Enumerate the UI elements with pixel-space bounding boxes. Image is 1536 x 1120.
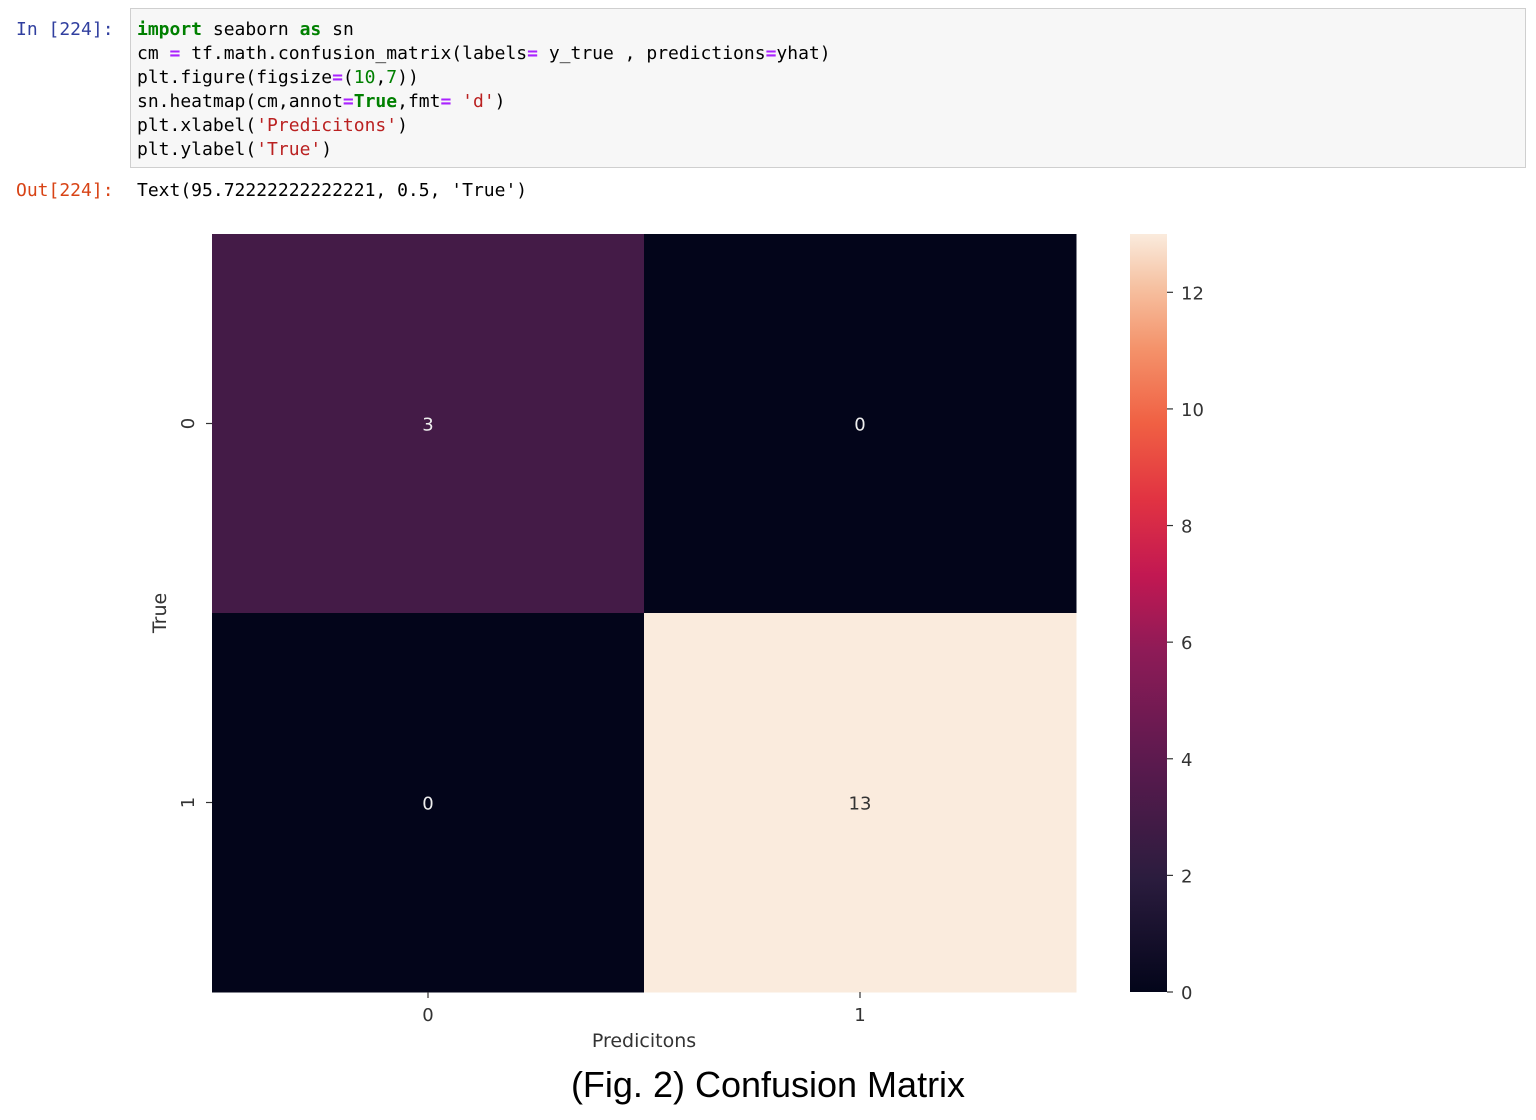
heatmap: 3 0 0 13 0 1 0 1 Predicitons True [149,234,1077,1052]
code-line: plt.ylabel('True') [137,138,831,162]
code-token: 7 [386,67,398,88]
heatmap-cell [212,613,645,993]
code-token: ) [494,91,506,112]
code-token: tf.math.confusion_matrix(labels [180,43,528,64]
colorbar-tick-label: 4 [1181,750,1192,771]
code-line: sn.heatmap(cm,annot=True,fmt= 'd') [137,90,831,114]
colorbar-tick-label: 2 [1181,866,1192,887]
code-token: import [137,19,203,40]
cell-annotation: 3 [422,415,433,436]
code-token: plt.xlabel( [137,115,257,136]
code-token: ,fmt [397,91,441,112]
colorbar-tick-label: 0 [1181,983,1192,1004]
figure-caption: (Fig. 2) Confusion Matrix [570,1064,966,1105]
code-token: y_true , predictions [537,43,766,64]
code-token: = [527,43,538,64]
code-token: plt.figure(figsize [137,67,333,88]
code-token: sn [321,19,354,40]
code-token: ) [321,139,333,160]
output-text: Text(95.72222222222221, 0.5, 'True') [137,180,528,201]
code-token: True [353,91,398,112]
code-token: = [169,43,181,64]
colorbar-tick-label: 12 [1181,283,1204,304]
x-axis-label: Predicitons [592,1030,696,1052]
y-tick-label: 1 [178,797,199,808]
code-token: ) [397,115,408,136]
code-line: cm = tf.math.confusion_matrix(labels= y_… [137,42,831,66]
colorbar-gradient [1130,234,1167,992]
code-token: cm [137,43,170,64]
code-token: = [332,67,343,88]
code-token: 'Predicitons' [256,115,398,136]
code-token: plt.ylabel( [137,139,257,160]
heatmap-cell [212,234,645,614]
cell-annotation: 0 [422,794,433,815]
x-tick-label: 0 [422,1005,433,1026]
code-token: 'True' [256,139,322,160]
code-line: plt.xlabel('Predicitons') [137,114,831,138]
code-token: seaborn [202,19,300,40]
heatmap-cell [644,613,1077,993]
cell-annotation: 0 [854,415,865,436]
y-tick-label: 0 [178,418,199,429]
colorbar-tick-label: 6 [1181,633,1192,654]
code-cell[interactable]: import seaborn as sn cm = tf.math.confusi… [130,8,1526,168]
code-token: = [342,91,354,112]
cell-annotation: 13 [849,794,872,815]
code-token: 10 [353,67,376,88]
code-token: = [440,91,452,112]
code-editor[interactable]: import seaborn as sn cm = tf.math.confusi… [137,18,831,162]
x-tick-label: 1 [854,1005,865,1026]
output-prompt: Out[224]: [16,180,114,201]
y-axis-label: True [149,593,171,634]
code-token: 'd' [462,91,495,112]
code-token: as [299,19,322,40]
code-line: import seaborn as sn [137,18,831,42]
code-token: )) [397,67,419,88]
code-token: = [765,43,777,64]
code-token: sn.heatmap(cm,annot [137,91,343,112]
code-token: ( [342,67,354,88]
heatmap-cell [644,234,1077,614]
code-token: , [375,67,387,88]
input-prompt: In [224]: [16,19,114,40]
code-token: yhat) [776,43,831,64]
code-line: plt.figure(figsize=(10,7)) [137,66,831,90]
colorbar: 0 2 4 6 8 10 12 [1130,234,1204,1004]
colorbar-tick-label: 10 [1181,400,1204,421]
colorbar-tick-label: 8 [1181,517,1192,538]
